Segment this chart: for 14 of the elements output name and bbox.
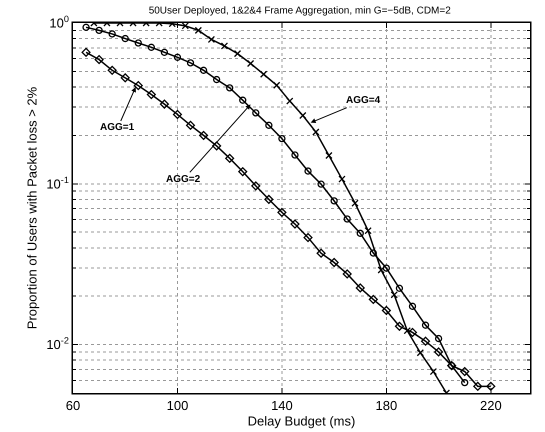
- y-tick-label: 10$^{0}$: [49, 14, 69, 31]
- x-axis-title: Delay Budget (ms): [248, 413, 356, 428]
- x-tick-label: 140: [271, 398, 293, 414]
- annotation: AGG=1: [100, 122, 135, 133]
- y-axis-title: Proportion of Users with Packet loss > 2%: [24, 86, 40, 330]
- x-tick-label: 220: [480, 398, 502, 414]
- y-tick-label: 10$^{-2}$: [46, 336, 69, 352]
- y-tick-label: 10$^{-1}$: [46, 174, 69, 192]
- x-tick-label: 60: [66, 398, 80, 414]
- annotation: AGG=2: [166, 174, 201, 185]
- annotation: AGG=4: [346, 95, 381, 106]
- chart-title: 50User Deployed, 1&2&4 Frame Aggregation, min G=−5dB, CDM=2: [148, 5, 452, 16]
- x-tick-label: 100: [166, 398, 188, 414]
- x-tick-label: 180: [376, 398, 398, 414]
